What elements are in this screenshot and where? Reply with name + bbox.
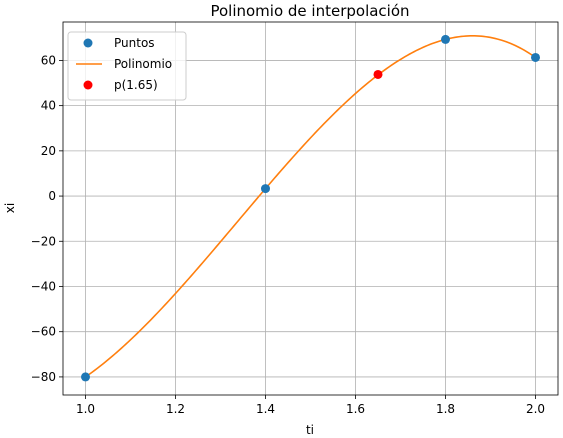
legend-label: Puntos bbox=[114, 36, 155, 50]
x-tick-label: 1.4 bbox=[256, 402, 275, 416]
legend-marker bbox=[83, 80, 93, 90]
legend: Puntos Polinomio p(1.65) bbox=[67, 31, 187, 101]
y-tick-label: 40 bbox=[41, 99, 56, 113]
y-tick-label: 0 bbox=[48, 189, 56, 203]
x-axis-label: ti bbox=[306, 423, 314, 437]
y-tick-label: −40 bbox=[31, 279, 56, 293]
chart-title: Polinomio de interpolación bbox=[210, 2, 409, 20]
x-tick-label: 1.6 bbox=[346, 402, 365, 416]
y-tick-label: −80 bbox=[31, 370, 56, 384]
x-tick-label: 1.2 bbox=[166, 402, 185, 416]
legend-marker bbox=[83, 38, 93, 48]
y-tick-label: −20 bbox=[31, 234, 56, 248]
grid bbox=[63, 22, 558, 395]
evaluated-point bbox=[373, 69, 383, 79]
y-axis-label: xi bbox=[3, 203, 17, 213]
data-point bbox=[531, 52, 540, 62]
y-tick-label: −60 bbox=[31, 325, 56, 339]
data-point bbox=[261, 184, 270, 194]
x-tick-label: 2.0 bbox=[526, 402, 545, 416]
legend-box bbox=[67, 31, 187, 101]
x-tick-label: 1.0 bbox=[76, 402, 95, 416]
polinomio-line bbox=[85, 35, 536, 378]
data-point bbox=[441, 34, 450, 44]
plot-frame bbox=[62, 21, 559, 396]
plot-series bbox=[81, 34, 540, 382]
x-tick-label: 1.8 bbox=[436, 402, 455, 416]
legend-label: p(1.65) bbox=[114, 78, 158, 92]
y-tick-label: 60 bbox=[41, 53, 56, 67]
data-point bbox=[81, 372, 90, 382]
y-tick-label: 20 bbox=[41, 144, 56, 158]
axis-ticks: 1.0 1.2 1.4 1.6 1.8 2.0 −80 −60 −40 −20 0 20 40 60 bbox=[31, 53, 545, 416]
legend-label: Polinomio bbox=[114, 57, 172, 71]
